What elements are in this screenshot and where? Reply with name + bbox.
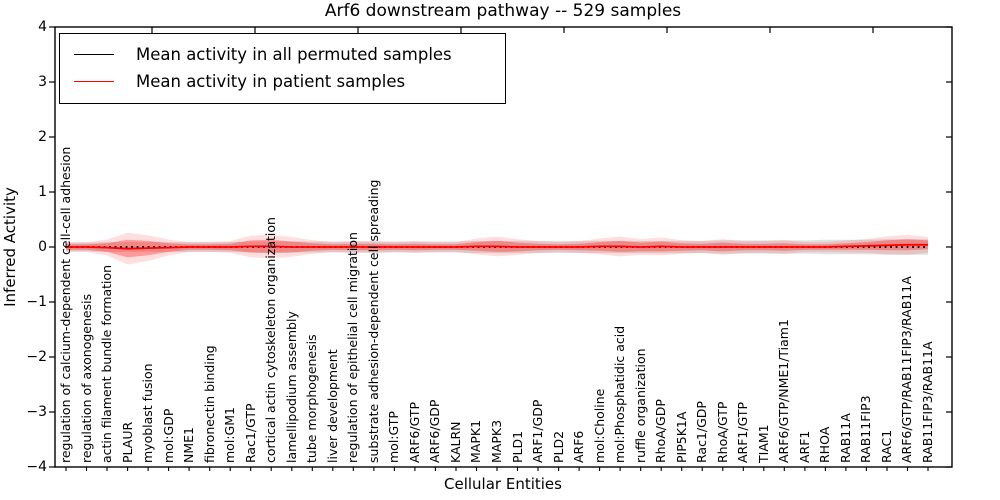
x-category-label: RhoA/GTP (714, 401, 730, 463)
x-axis-label: Cellular Entities (444, 475, 562, 493)
patient-std-band (66, 239, 928, 258)
x-category-label: MAPK1 (468, 419, 484, 463)
y-tick-label: −1 (26, 294, 47, 310)
red-line-swatch-icon (74, 81, 114, 82)
x-category-label: RAC1 (878, 429, 894, 463)
black-line-swatch-icon (74, 54, 114, 55)
x-category-label: substrate adhesion-dependent cell spread… (365, 179, 381, 463)
x-category-label: regulation of calcium-dependent cell-cel… (58, 146, 73, 463)
x-category-label: cortical actin cytoskeleton organization (263, 217, 279, 463)
x-category-label: lamellipodium assembly (283, 311, 299, 463)
x-category-label: ARF1/GDP (530, 399, 546, 463)
x-category-label: myoblast fusion (140, 363, 156, 463)
chart-title: Arf6 downstream pathway -- 529 samples (324, 1, 682, 21)
x-category-label: mol:Phosphatidic acid (612, 325, 628, 463)
legend-item-patient: Mean activity in patient samples (74, 68, 495, 95)
x-category-label: actin filament bundle formation (99, 264, 115, 463)
x-category-label: regulation of axonogenesis (78, 293, 94, 463)
legend-label-permuted: Mean activity in all permuted samples (136, 45, 452, 64)
x-category-label: PLAUR (119, 421, 135, 463)
x-category-label: ARF6/GTP (406, 401, 422, 463)
x-category-label: Rac1/GDP (694, 401, 710, 463)
x-category-label: ARF6/GTP/NME1/Tiam1 (776, 319, 792, 463)
y-tick-label: 1 (38, 184, 47, 200)
x-category-label: fibronectin binding (201, 345, 217, 463)
x-category-label: RAB11FIP3/RAB11A (920, 341, 935, 463)
y-tick-label: −3 (26, 404, 47, 420)
x-category-label: PLD1 (509, 430, 525, 463)
x-category-label: PIP5K1A (673, 411, 689, 463)
patient-mean-line (66, 243, 928, 250)
y-tick-label: −2 (26, 349, 47, 365)
y-tick-label: 0 (38, 239, 47, 255)
patient-outer-band (66, 232, 928, 265)
legend-item-permuted: Mean activity in all permuted samples (74, 41, 495, 68)
x-category-label: ARF6/GTP/RAB11FIP3/RAB11A (899, 276, 915, 463)
legend-label-patient: Mean activity in patient samples (136, 72, 406, 91)
x-category-label: PLD2 (550, 430, 566, 463)
x-category-label: ARF6 (571, 430, 587, 463)
x-category-label: ARF1 (796, 430, 812, 463)
x-category-label: ruffle organization (632, 348, 648, 463)
x-category-label: regulation of epithelial cell migration (345, 232, 361, 463)
x-category-label: RhoA/GDP (653, 399, 669, 463)
x-category-label: ARF1/GTP (735, 401, 751, 463)
legend: Mean activity in all permuted samples Me… (59, 33, 506, 104)
x-category-label: liver development (324, 349, 340, 463)
x-category-label: RHOA (817, 426, 833, 463)
x-category-label: RAB11A (837, 413, 853, 463)
x-category-label: mol:GM1 (222, 407, 238, 463)
x-category-label: NME1 (181, 427, 197, 463)
x-category-label: Rac1/GTP (242, 403, 258, 463)
y-tick-label: 3 (38, 74, 47, 90)
x-category-label: ARF6/GDP (427, 399, 443, 463)
x-category-label: TIAM1 (755, 424, 771, 463)
y-tick-label: 4 (38, 19, 47, 35)
x-category-label: mol:GDP (160, 408, 176, 463)
y-tick-label: −4 (26, 459, 47, 475)
x-category-label: KALRN (447, 421, 463, 463)
x-category-label: RAB11FIP3 (858, 395, 874, 463)
x-category-label: MAPK3 (489, 419, 504, 463)
x-category-label: mol:GTP (386, 411, 402, 463)
x-category-label: tube morphogenesis (304, 334, 320, 463)
y-tick-label: 2 (38, 129, 47, 145)
x-category-label: mol:Choline (591, 388, 607, 463)
